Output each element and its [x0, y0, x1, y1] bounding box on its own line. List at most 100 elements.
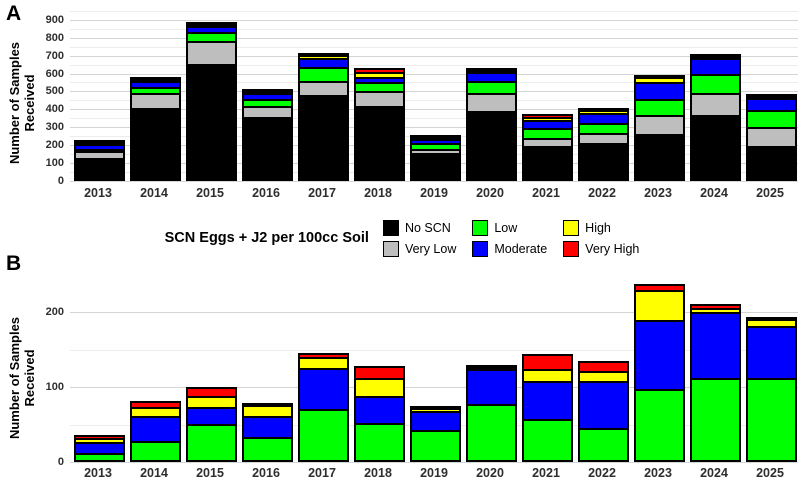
bar-segment-moderate	[299, 58, 348, 69]
bar-segment-low	[299, 68, 348, 83]
stacked-bar-2018	[354, 67, 405, 181]
legend-item-very-low: Very Low	[382, 240, 457, 257]
x-axis-tick-label: 2024	[700, 466, 728, 480]
x-axis-tick-label: 2013	[84, 186, 112, 200]
minor-gridline	[70, 136, 798, 138]
bar-segment-high	[579, 371, 628, 382]
bar-segment-high	[243, 91, 292, 95]
bar-segment-low	[635, 100, 684, 117]
bar-segment-moderate	[131, 82, 180, 89]
bar-segment-high	[187, 396, 236, 408]
stacked-bar-2016	[242, 403, 293, 462]
legend-key-swatch	[563, 240, 580, 257]
legend-item-label: Very Low	[404, 241, 457, 256]
bar-segment-no-scn	[75, 158, 124, 180]
legend: SCN Eggs + J2 per 100cc Soil No SCN Very …	[0, 216, 804, 260]
bar-segment-very-high	[75, 436, 124, 440]
major-gridline	[70, 181, 798, 182]
x-axis-tick-label: 2018	[364, 466, 392, 480]
legend-item-label: Moderate	[494, 241, 548, 256]
bar-segment-low	[579, 123, 628, 135]
bar-segment-high	[635, 291, 684, 321]
x-axis-tick-label: 2020	[476, 466, 504, 480]
x-axis-tick-label: 2014	[140, 186, 168, 200]
bar-segment-moderate	[411, 140, 460, 145]
stacked-bar-2019	[410, 135, 461, 181]
y-axis-tick-label: 800	[45, 31, 64, 44]
x-axis-tick-label: 2021	[532, 466, 560, 480]
major-gridline	[70, 145, 798, 147]
bar-segment-moderate	[747, 99, 796, 111]
x-axis-tick-label: 2024	[700, 186, 728, 200]
bar-segment-low	[411, 431, 460, 461]
bar-segment-high	[131, 80, 180, 83]
bar-segment-moderate	[75, 443, 124, 454]
bar-segment-very-low	[75, 152, 124, 159]
bar-segment-moderate	[355, 396, 404, 424]
x-axis-tick-label: 2016	[252, 466, 280, 480]
bar-segment-low	[747, 110, 796, 129]
y-axis-tick-label: 300	[45, 121, 64, 134]
bar-segment-very-low	[299, 82, 348, 96]
bar-segment-low	[131, 88, 180, 94]
minor-gridline	[70, 424, 798, 426]
stacked-bar-2023	[634, 74, 685, 181]
stacked-bar-2020	[466, 67, 517, 181]
y-axis-tick-label: 400	[45, 103, 64, 116]
stacked-bar-2020	[466, 365, 517, 462]
bar-segment-very-high	[523, 114, 572, 119]
bar-segment-high	[299, 358, 348, 369]
panel-a-y-axis-title: Number of Samples Received	[7, 41, 37, 165]
y-axis-tick-label: 700	[45, 49, 64, 62]
stacked-bar-2022	[578, 361, 629, 462]
x-axis-tick-label: 2020	[476, 186, 504, 200]
bar-segment-low	[243, 99, 292, 107]
bar-segment-high	[747, 97, 796, 100]
stacked-bar-2022	[578, 108, 629, 181]
bar-segment-very-high	[131, 78, 180, 81]
bar-segment-moderate	[523, 120, 572, 130]
bar-segment-moderate	[299, 368, 348, 411]
legend-key-swatch	[382, 240, 399, 257]
bar-segment-moderate	[635, 83, 684, 101]
bar-segment-moderate	[187, 407, 236, 426]
bar-segment-no-scn	[243, 118, 292, 180]
y-axis-tick-label: 100	[45, 381, 64, 394]
minor-gridline	[70, 10, 798, 12]
legend-key-swatch	[472, 219, 489, 236]
legend-key-swatch	[382, 219, 399, 236]
bar-segment-no-scn	[299, 95, 348, 180]
y-axis-tick-label: 500	[45, 85, 64, 98]
y-axis-tick-label: 0	[57, 456, 64, 468]
bar-segment-very-high	[747, 318, 796, 321]
y-axis-tick-label: 200	[45, 306, 64, 319]
bar-segment-very-high	[411, 136, 460, 139]
bar-segment-moderate	[131, 416, 180, 442]
bar-segment-high	[691, 57, 740, 60]
x-axis-tick-label: 2016	[252, 186, 280, 200]
x-axis-tick-label: 2022	[588, 466, 616, 480]
stacked-bar-2017	[298, 53, 349, 181]
stacked-bar-2018	[354, 366, 405, 462]
y-axis-tick-label: 100	[45, 157, 64, 170]
x-axis-tick-label: 2025	[756, 186, 784, 200]
bar-segment-low	[187, 425, 236, 461]
bar-segment-low	[355, 83, 404, 92]
x-axis-tick-label: 2014	[140, 466, 168, 480]
legend-item-very-high: Very High	[563, 240, 639, 257]
panel-a-label: A	[6, 2, 22, 25]
legend-item-high: High	[563, 219, 639, 236]
bar-segment-very-low	[131, 93, 180, 109]
bar-segment-moderate	[635, 320, 684, 390]
bar-segment-low	[355, 423, 404, 461]
bar-segment-high	[635, 77, 684, 84]
bar-segment-no-scn	[411, 154, 460, 180]
bar-segment-very-high	[635, 285, 684, 292]
bar-segment-low	[579, 428, 628, 461]
bar-segment-low	[635, 389, 684, 461]
bar-segment-very-high	[691, 305, 740, 309]
x-axis-tick-label: 2018	[364, 186, 392, 200]
x-axis-tick-label: 2015	[196, 466, 224, 480]
panel-b-y-axis-title: Number of Samples Received	[7, 316, 37, 440]
panel-a-plot-area	[70, 9, 798, 182]
